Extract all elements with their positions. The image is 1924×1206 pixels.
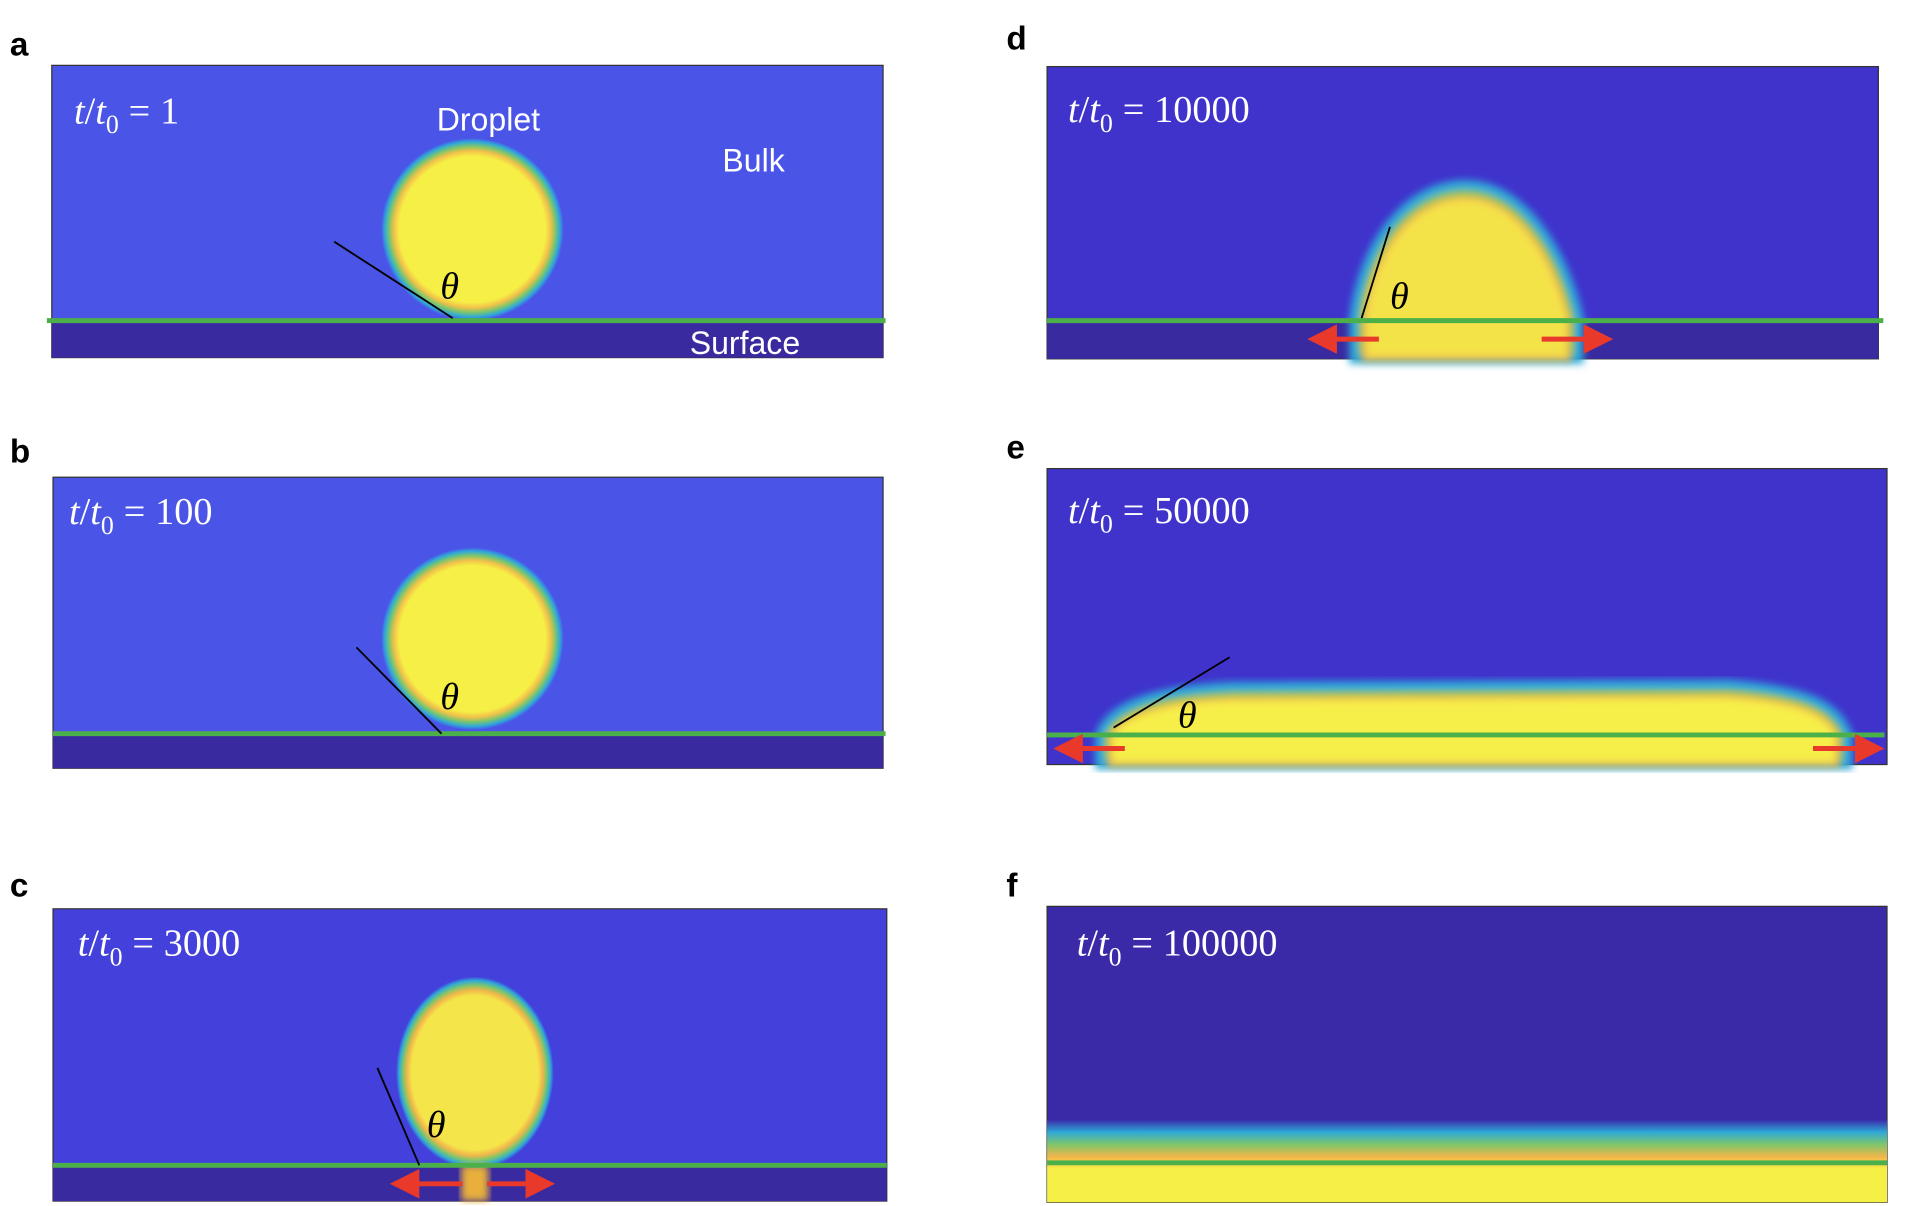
subscript: 0 bbox=[101, 511, 114, 540]
equals: = bbox=[124, 491, 146, 533]
tangent bbox=[376, 1067, 421, 1166]
theta: θ bbox=[427, 1104, 446, 1146]
slash: / bbox=[85, 90, 96, 132]
equals: = bbox=[132, 923, 154, 965]
time-label: t/t0 = 3000 bbox=[78, 923, 241, 972]
time-ref: t bbox=[1089, 490, 1101, 532]
time-var: t bbox=[1068, 490, 1080, 532]
time-label: t/t0 = 10000 bbox=[1068, 89, 1250, 138]
panel-d bbox=[1046, 65, 1884, 364]
bulk-label: Bulk bbox=[722, 142, 785, 178]
time-ref: t bbox=[90, 491, 102, 533]
surface bbox=[53, 733, 884, 769]
tangent bbox=[355, 646, 443, 735]
time-value: 50000 bbox=[1154, 490, 1250, 532]
time-value: 100000 bbox=[1163, 923, 1278, 965]
panel-letter: c bbox=[10, 867, 29, 904]
time-label: t/t0 = 50000 bbox=[1068, 490, 1250, 539]
panel-letter: f bbox=[1006, 867, 1018, 904]
time-var: t bbox=[69, 491, 81, 533]
tangent bbox=[1113, 656, 1231, 729]
panel-e bbox=[1046, 467, 1888, 770]
time-ref: t bbox=[1089, 89, 1101, 131]
theta: θ bbox=[1178, 695, 1197, 737]
wetting bbox=[461, 1165, 489, 1202]
theta: θ bbox=[440, 676, 459, 718]
theta: θ bbox=[1390, 275, 1409, 317]
tangent bbox=[1360, 226, 1391, 319]
equals: = bbox=[1123, 89, 1145, 131]
time-ref: t bbox=[99, 923, 111, 965]
droplet bbox=[381, 138, 564, 321]
panel-letter: a bbox=[10, 26, 29, 63]
time-label: t/t0 = 1 bbox=[74, 90, 179, 139]
panel-b bbox=[52, 476, 886, 769]
time-var: t bbox=[78, 923, 90, 965]
subscript: 0 bbox=[1100, 109, 1113, 138]
time-label: t/t0 = 100 bbox=[69, 491, 212, 540]
panel-c bbox=[52, 908, 888, 1202]
time-value: 100 bbox=[155, 491, 212, 533]
panel-letter: e bbox=[1006, 430, 1025, 467]
time-ref: t bbox=[95, 90, 107, 132]
tangent bbox=[333, 240, 454, 319]
theta: θ bbox=[440, 265, 459, 307]
panel-letter: b bbox=[10, 433, 30, 470]
time-value: 1 bbox=[160, 90, 179, 132]
time-var: t bbox=[1068, 89, 1080, 131]
slash: / bbox=[80, 491, 91, 533]
equals: = bbox=[129, 90, 151, 132]
panel-letter: d bbox=[1006, 20, 1026, 57]
subscript: 0 bbox=[110, 943, 123, 972]
time-value: 10000 bbox=[1154, 89, 1250, 131]
droplet bbox=[381, 547, 564, 731]
time-var: t bbox=[1077, 923, 1089, 965]
time-label: t/t0 = 100000 bbox=[1077, 923, 1278, 972]
panel-f bbox=[1046, 905, 1888, 1203]
subscript: 0 bbox=[106, 110, 119, 139]
panel-a bbox=[46, 64, 886, 359]
surface bbox=[51, 320, 884, 358]
subscript: 0 bbox=[1109, 943, 1122, 972]
time-value: 3000 bbox=[164, 923, 240, 965]
slash: / bbox=[1079, 89, 1090, 131]
droplet bbox=[1107, 693, 1841, 768]
droplet-label: Droplet bbox=[437, 102, 540, 138]
slash: / bbox=[1079, 490, 1090, 532]
equals: = bbox=[1131, 923, 1153, 965]
slash: / bbox=[1087, 923, 1098, 965]
time-var: t bbox=[74, 90, 86, 132]
subscript: 0 bbox=[1100, 510, 1113, 539]
droplet bbox=[395, 976, 554, 1170]
equals: = bbox=[1123, 490, 1145, 532]
surface-label: Surface bbox=[690, 325, 800, 361]
slash: / bbox=[88, 923, 99, 965]
time-ref: t bbox=[1098, 923, 1110, 965]
